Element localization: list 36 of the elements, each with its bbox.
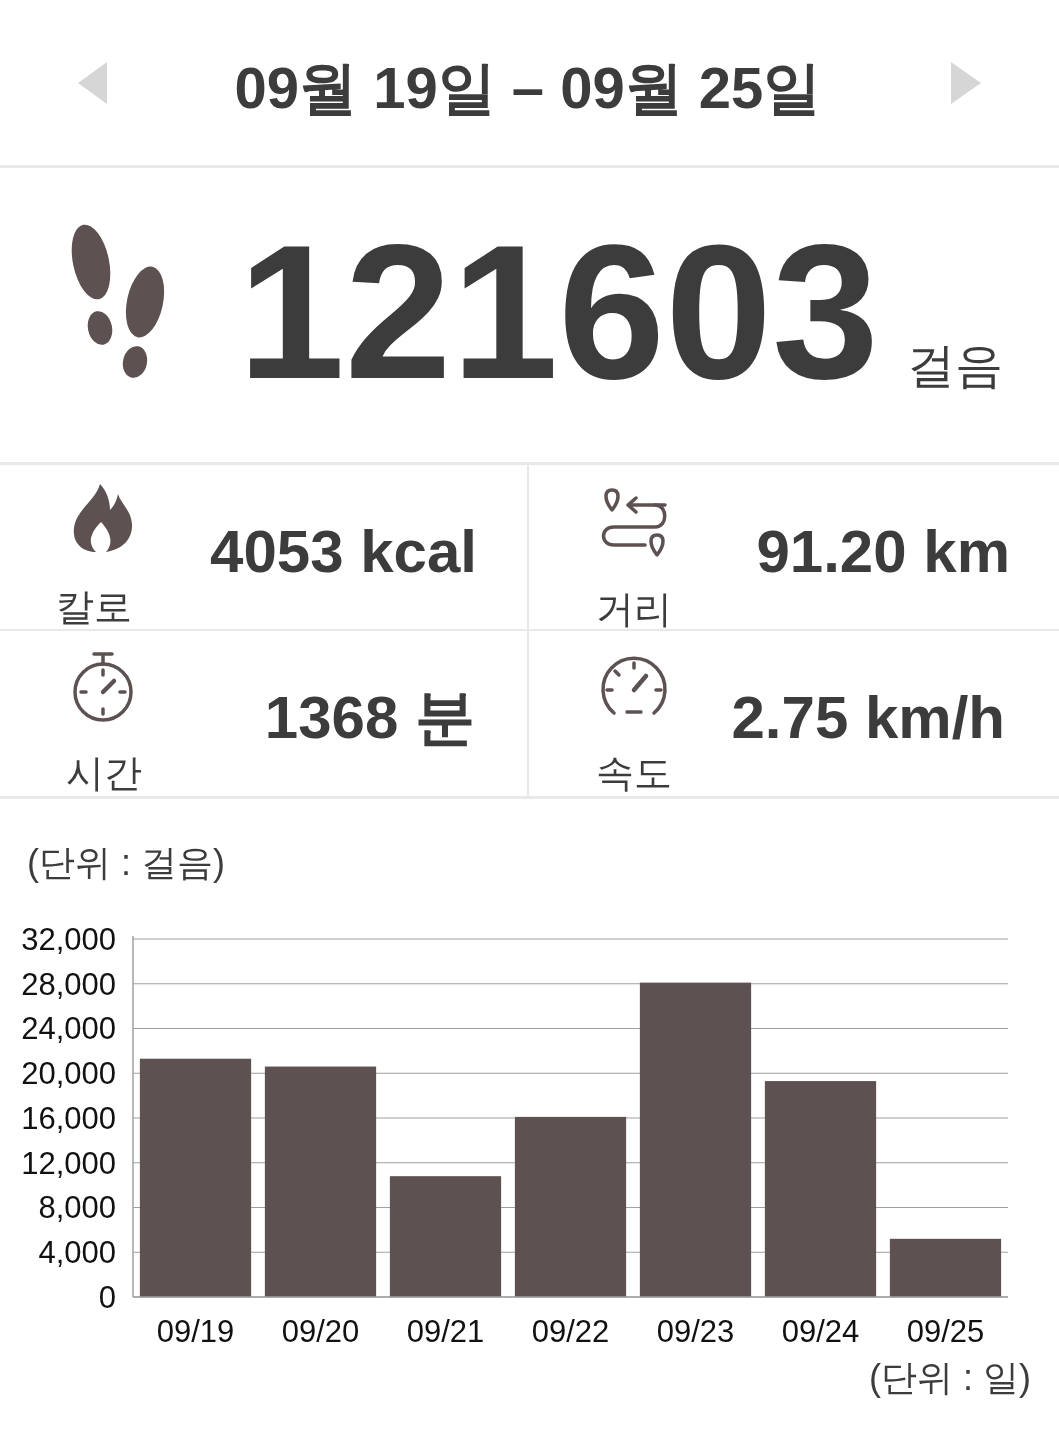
text: 칼로 bbox=[56, 586, 132, 628]
y-tick-label: 8,000 bbox=[38, 1190, 116, 1226]
y-tick-label: 28,000 bbox=[21, 966, 116, 1002]
x-tick-label: 09/20 bbox=[281, 1314, 360, 1349]
text: 거리 bbox=[596, 588, 672, 630]
y-tick-label: 16,000 bbox=[21, 1100, 116, 1136]
x-tick-label: 09/19 bbox=[156, 1314, 235, 1349]
bar bbox=[264, 1066, 377, 1297]
text: 시간 bbox=[66, 752, 142, 794]
bar bbox=[514, 1116, 627, 1297]
x-axis-title: (단위 : 일) bbox=[869, 1357, 1031, 1398]
text: 1368 분 bbox=[264, 684, 475, 751]
text: 속도 bbox=[596, 752, 672, 794]
x-tick-label: 09/22 bbox=[531, 1314, 610, 1349]
y-tick-label: 24,000 bbox=[21, 1011, 116, 1047]
y-tick-label: 12,000 bbox=[21, 1145, 116, 1181]
text: 걸음 bbox=[907, 339, 1003, 392]
bar bbox=[389, 1176, 502, 1298]
y-tick-label: 20,000 bbox=[21, 1056, 116, 1092]
text: 121603 bbox=[238, 204, 879, 419]
x-tick-label: 09/24 bbox=[781, 1314, 860, 1349]
bar bbox=[639, 982, 752, 1297]
bar bbox=[764, 1081, 877, 1297]
y-tick-label: 4,000 bbox=[38, 1235, 116, 1271]
bar bbox=[889, 1238, 1002, 1297]
text: 91.20 km bbox=[756, 518, 1010, 585]
x-tick-label: 09/23 bbox=[656, 1314, 735, 1349]
text: 2.75 km/h bbox=[731, 684, 1005, 751]
text: 09월 19일 – 09월 25일 bbox=[234, 55, 822, 120]
x-tick-label: 09/25 bbox=[906, 1314, 985, 1349]
x-tick-label: 09/21 bbox=[406, 1314, 485, 1349]
text: 4053 kcal bbox=[210, 518, 477, 585]
bar bbox=[139, 1058, 252, 1297]
y-tick-label: 0 bbox=[98, 1279, 116, 1315]
y-axis-title: (단위 : 걸음) bbox=[27, 842, 225, 883]
y-tick-label: 32,000 bbox=[21, 921, 116, 957]
